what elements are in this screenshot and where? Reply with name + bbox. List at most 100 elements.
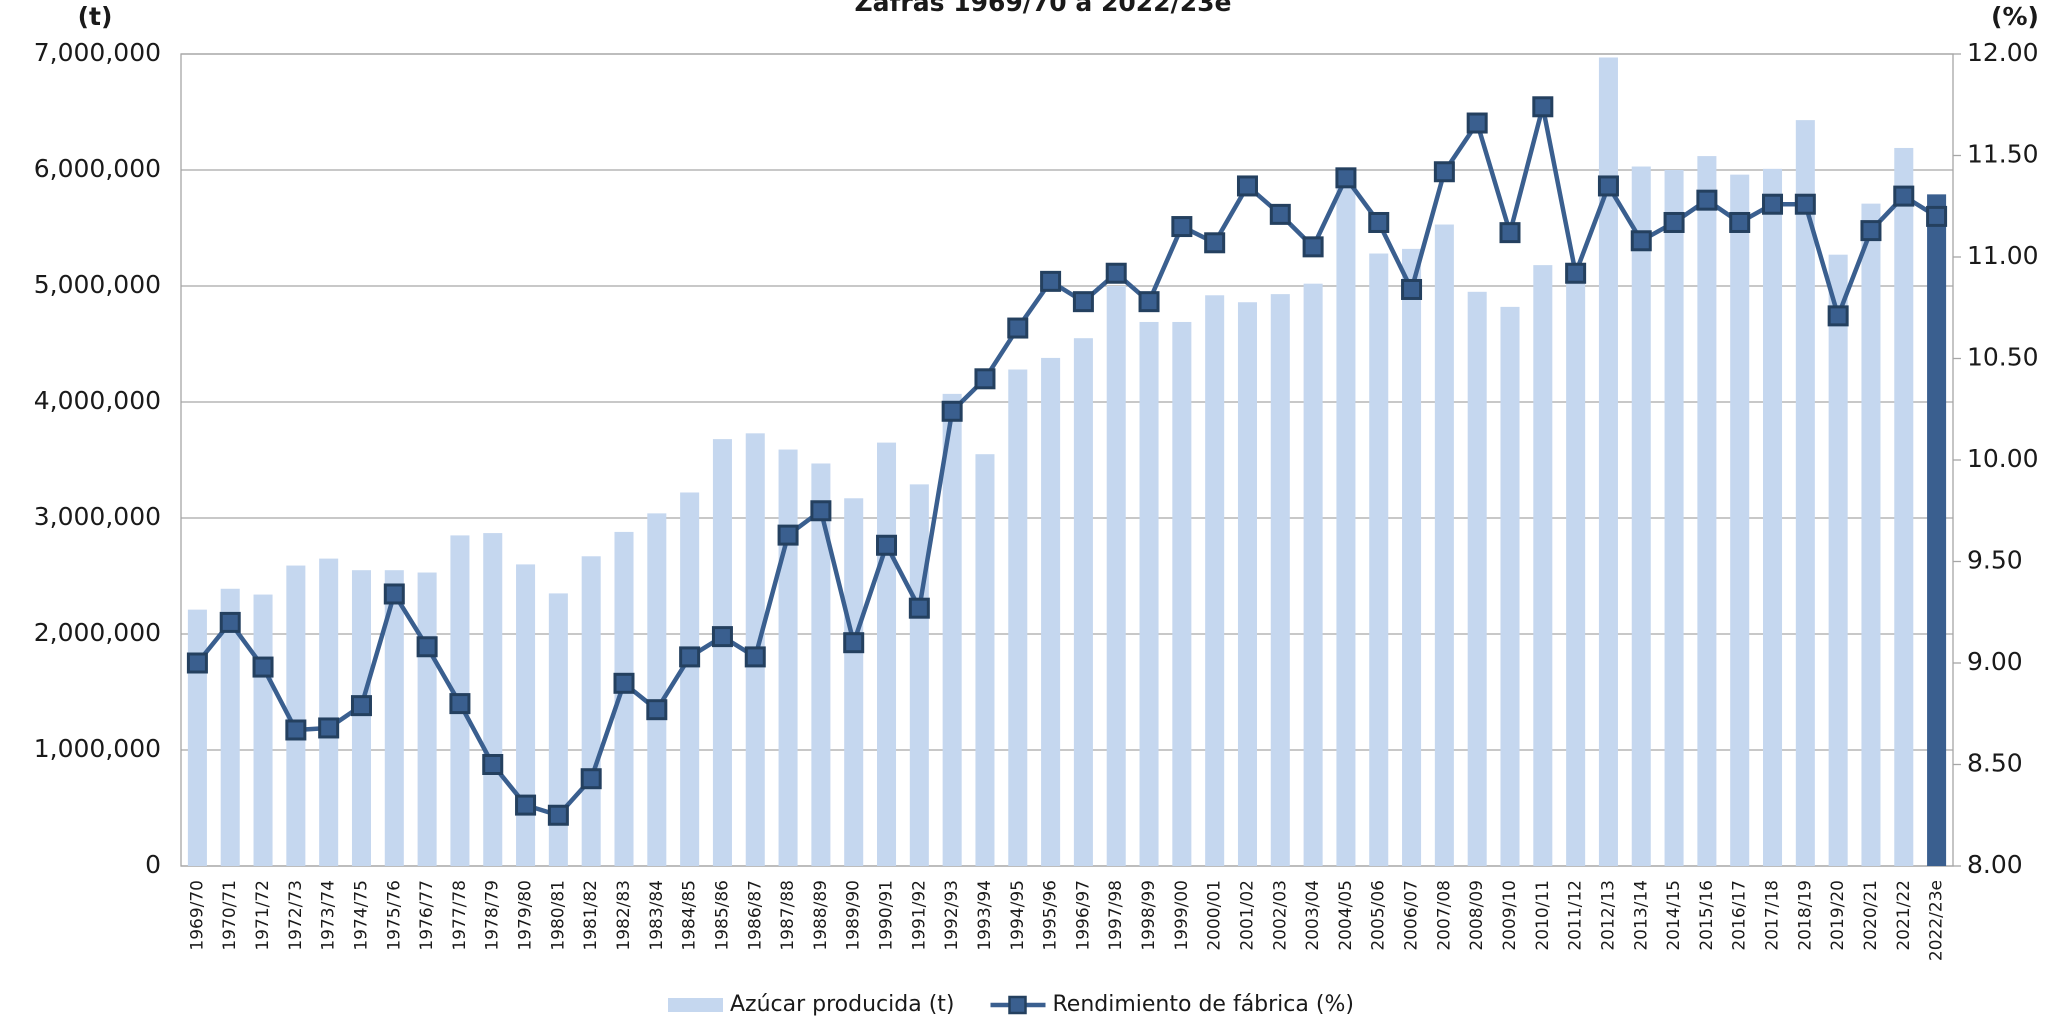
bar xyxy=(778,449,798,866)
x-tick-label: 2015/16 xyxy=(1697,880,1717,951)
x-tick-label: 1994/95 xyxy=(1008,880,1028,951)
legend-swatch xyxy=(668,998,723,1012)
bar xyxy=(319,558,339,866)
marker xyxy=(1893,185,1915,207)
x-tick-label: 1997/98 xyxy=(1106,880,1126,951)
bar xyxy=(187,609,207,866)
x-tick-label: 2021/22 xyxy=(1894,880,1914,951)
x-tick-label: 2011/12 xyxy=(1566,880,1586,951)
bar xyxy=(1566,275,1586,866)
x-tick-label: 2012/13 xyxy=(1598,880,1618,951)
x-tick-label: 2020/21 xyxy=(1861,880,1881,951)
x-tick-label: 2010/11 xyxy=(1533,880,1553,951)
marker xyxy=(1007,317,1029,339)
x-tick-label: 2014/15 xyxy=(1664,880,1684,951)
marker xyxy=(876,534,898,556)
x-tick-label: 1985/86 xyxy=(712,880,732,951)
bar xyxy=(1369,253,1389,866)
y-tick-label: 6,000,000 xyxy=(34,154,161,183)
marker xyxy=(350,695,372,717)
x-tick-label: 1975/76 xyxy=(384,880,404,951)
marker xyxy=(1072,291,1094,313)
bar xyxy=(1303,283,1323,866)
x-tick-label: 2016/17 xyxy=(1730,880,1750,951)
marker xyxy=(285,719,307,741)
bar xyxy=(1664,170,1684,866)
y-tick-label: 1,000,000 xyxy=(34,734,161,763)
y2-tick-label: 12.00 xyxy=(1967,38,2039,67)
y-tick-label: 0 xyxy=(145,850,161,879)
x-tick-label: 2004/05 xyxy=(1336,880,1356,951)
x-tick-label: 1995/96 xyxy=(1041,880,1061,951)
x-tick-label: 1982/83 xyxy=(614,880,634,951)
x-tick-label: 1972/73 xyxy=(286,880,306,951)
x-tick-label: 1973/74 xyxy=(319,880,339,951)
bar xyxy=(1106,286,1126,866)
x-tick-label: 1971/72 xyxy=(253,880,273,951)
bar xyxy=(975,454,995,866)
bar xyxy=(1861,203,1881,866)
y2-tick-label: 9.00 xyxy=(1967,647,2023,676)
x-tick-label: 2002/03 xyxy=(1270,880,1290,951)
bar xyxy=(1500,306,1520,866)
y2-tick-label: 10.00 xyxy=(1967,444,2039,473)
bar xyxy=(1237,302,1257,866)
y2-tick-label: 9.50 xyxy=(1967,546,2023,575)
marker xyxy=(1794,193,1816,215)
bar xyxy=(1828,254,1848,866)
x-tick-label: 2005/06 xyxy=(1369,880,1389,951)
x-tick-label: 2022/23e xyxy=(1927,880,1947,961)
x-tick-label: 1970/71 xyxy=(220,880,240,951)
bar xyxy=(1270,294,1290,866)
bar xyxy=(581,556,601,866)
bar xyxy=(1073,338,1093,866)
x-tick-label: 2013/14 xyxy=(1631,880,1651,951)
x-tick-label: 1993/94 xyxy=(975,880,995,951)
bar xyxy=(548,593,568,866)
x-tick-label: 1988/89 xyxy=(811,880,831,951)
marker xyxy=(318,717,340,739)
marker xyxy=(186,652,208,674)
marker xyxy=(547,804,569,826)
bar xyxy=(1533,265,1553,866)
x-tick-label: 2006/07 xyxy=(1402,880,1422,951)
bar xyxy=(1139,321,1159,867)
bar xyxy=(712,439,732,866)
x-tick-label: 2019/20 xyxy=(1828,880,1848,951)
x-tick-label: 1996/97 xyxy=(1073,880,1093,951)
marker xyxy=(941,400,963,422)
marker xyxy=(974,368,996,390)
x-tick-label: 2007/08 xyxy=(1434,880,1454,951)
bar xyxy=(1205,295,1225,866)
bar xyxy=(680,492,700,866)
x-tick-label: 2000/01 xyxy=(1205,880,1225,951)
x-tick-label: 1981/82 xyxy=(581,880,601,951)
marker xyxy=(711,626,733,648)
x-tick-label: 1976/77 xyxy=(417,880,437,951)
bar xyxy=(483,533,503,866)
bar xyxy=(1041,357,1061,866)
y-tick-label: 5,000,000 xyxy=(34,270,161,299)
marker xyxy=(646,699,668,721)
x-tick-label: 1999/00 xyxy=(1172,880,1192,951)
x-tick-label: 1992/93 xyxy=(942,880,962,951)
bar xyxy=(614,531,634,866)
bar xyxy=(1467,291,1487,866)
y2-tick-label: 11.00 xyxy=(1967,241,2039,270)
marker xyxy=(1335,167,1357,189)
x-tick-label: 1990/91 xyxy=(877,880,897,951)
bar xyxy=(220,588,240,866)
marker xyxy=(1269,203,1291,225)
x-tick-label: 1980/81 xyxy=(548,880,568,951)
bar xyxy=(942,393,962,866)
marker xyxy=(449,693,471,715)
bar xyxy=(877,442,897,866)
marker xyxy=(1860,220,1882,242)
marker xyxy=(1401,278,1423,300)
bar xyxy=(384,570,404,866)
x-tick-label: 2009/10 xyxy=(1500,880,1520,951)
marker xyxy=(1171,216,1193,238)
bar xyxy=(1336,187,1356,866)
x-tick-label: 2003/04 xyxy=(1303,880,1323,951)
